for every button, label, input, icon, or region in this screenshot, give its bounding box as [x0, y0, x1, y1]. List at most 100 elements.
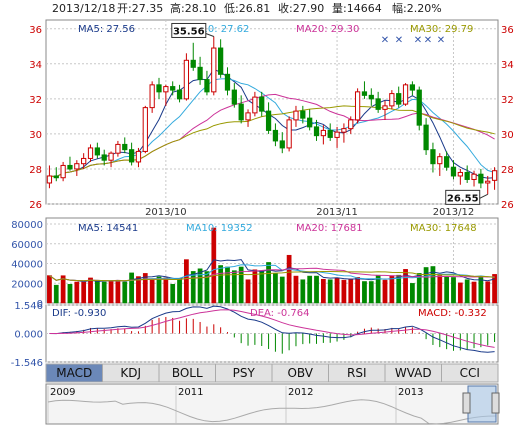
volume-bar [471, 281, 477, 304]
volume-bar [101, 281, 107, 304]
volume-bar [293, 275, 299, 304]
tab-label: OBV [287, 366, 313, 380]
y-tick-right: 26 [501, 200, 514, 211]
candle-body [341, 128, 347, 133]
candle-body [252, 96, 258, 114]
candle-body [485, 180, 491, 184]
volume-legend: MA5: 14541 MA10: 19352 MA20: 17681 MA30: 17… [78, 223, 477, 234]
candle-body [361, 91, 368, 96]
tab-label: BOLL [172, 366, 203, 380]
volume-bar [300, 279, 306, 304]
candle-body [286, 119, 292, 149]
candle-body [457, 171, 463, 177]
volume-bar [389, 275, 395, 304]
ma-legend-entry: MA10: 27.62 [186, 24, 249, 35]
header-date: 2013/12/18 [52, 2, 115, 15]
navigator-handle-left[interactable] [462, 392, 471, 414]
vol-legend-entry: MA10: 19352 [186, 223, 253, 234]
volume-bar [129, 272, 134, 304]
candle-body [94, 147, 100, 156]
candle-body [163, 86, 169, 93]
vol-y-tick: 60000 [11, 240, 43, 251]
y-tick-left: 26 [29, 200, 42, 211]
navigator: 2009 2011 2012 2013 [47, 385, 500, 425]
volume-bar [334, 277, 340, 304]
volume-bar [108, 280, 114, 304]
candle-body [60, 164, 66, 179]
header-low: 低:26.81 [224, 2, 270, 15]
macd-y-tick: -1.546 [11, 358, 43, 369]
volume-bar [457, 282, 463, 304]
navigator-handle-right[interactable] [491, 392, 500, 414]
candle-body [204, 79, 210, 93]
volume-bar [273, 273, 278, 304]
y-tick-left: 32 [29, 95, 42, 106]
y-tick-left: 28 [29, 165, 42, 176]
y-tick-right: 30 [501, 130, 514, 141]
vol-y-tick: 0 [37, 299, 43, 310]
event-star-icon: ✕ [437, 35, 445, 46]
macd-legend-entry: DEA: -0.764 [250, 308, 309, 319]
y-tick-left: 34 [29, 60, 42, 71]
volume-bar [444, 276, 450, 304]
event-star-icon: ✕ [395, 35, 403, 46]
price-axis-right: 36 34 32 30 28 26 [501, 25, 514, 211]
candle-body [81, 157, 87, 165]
volume-bar [314, 275, 319, 304]
header-high: 高:28.10 [170, 1, 216, 15]
tab-cci[interactable] [441, 363, 499, 383]
volume-bar [115, 279, 121, 304]
volume-bar [492, 274, 497, 304]
candle-body [265, 110, 272, 131]
candle-body [368, 94, 374, 100]
volume-bar [218, 265, 224, 304]
tab-label: PSY [233, 366, 256, 380]
volume-bar [67, 283, 73, 304]
candle-body [444, 156, 450, 168]
candle-body [375, 98, 381, 110]
navigator-sparkline [47, 399, 497, 425]
ma-legend-entry: MA20: 29.30 [296, 24, 359, 35]
header-change: 幅:2.20% [392, 2, 442, 15]
candle-body [170, 86, 176, 91]
volume-bar [170, 283, 176, 304]
ma-legend-entry: MA30: 29.79 [410, 24, 473, 35]
vol-y-tick: 80000 [11, 220, 43, 231]
candle-body [87, 147, 94, 159]
candle-body [430, 149, 436, 165]
volume-bar [266, 262, 271, 304]
candle-body [245, 112, 251, 121]
navigator-frame[interactable] [45, 383, 499, 425]
event-star-icon: ✕ [381, 35, 389, 46]
volume-bar [184, 259, 189, 304]
volume-bar [74, 281, 80, 304]
max-pointer [205, 33, 214, 37]
candle-body [450, 166, 457, 177]
header-volume: 量:14664 [332, 2, 382, 15]
candle-body [190, 59, 196, 68]
candle-body [334, 131, 340, 138]
candle-body [115, 143, 121, 154]
header-close: 收:27.90 [278, 1, 324, 15]
macd-y-tick: 0.000 [14, 330, 43, 341]
volume-grid [46, 218, 498, 304]
candle-body [320, 129, 326, 137]
tab-label: MACD [56, 366, 92, 380]
vol-legend-entry: MA20: 17681 [296, 223, 363, 234]
volume-bar [279, 276, 285, 304]
volume-bar [430, 266, 436, 304]
x-tick-label: 2013/12 [433, 207, 475, 218]
volume-bar [362, 281, 367, 304]
candle-body [389, 93, 395, 107]
candle-body [101, 154, 107, 161]
event-star-icon: ✕ [424, 35, 432, 46]
volume-bar [416, 273, 422, 304]
candle-body [67, 164, 73, 170]
candle-body [142, 107, 148, 152]
volume-bars [47, 227, 497, 304]
candle-body [464, 171, 470, 180]
volume-bar [81, 281, 87, 304]
candle-body [238, 103, 244, 121]
volume-ma-lines [49, 259, 495, 283]
